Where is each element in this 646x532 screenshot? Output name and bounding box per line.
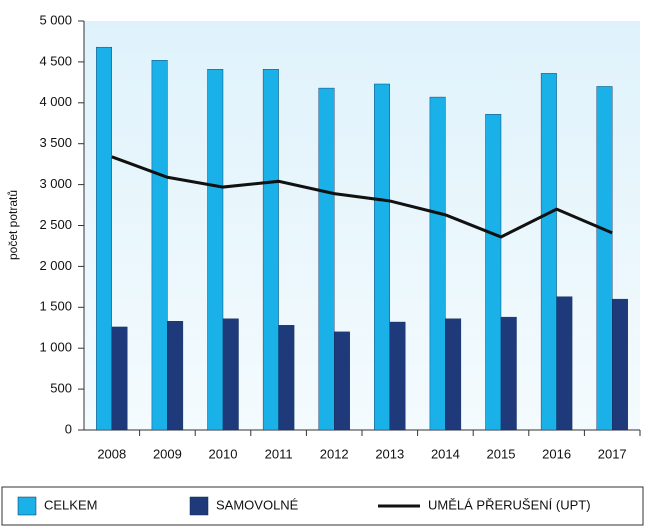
- line: [111, 155, 613, 239]
- bar: [318, 87, 335, 431]
- bar: [111, 326, 128, 431]
- y-tick-label: 4 500: [39, 53, 72, 68]
- y-tick-label: 2 500: [39, 217, 72, 232]
- y-tick-label: 3 500: [39, 135, 72, 150]
- x-tick-label: 2016: [542, 446, 571, 461]
- legend-swatch: [17, 496, 37, 516]
- x-tick-label: 2013: [375, 446, 404, 461]
- y-tick-label: 0: [65, 421, 72, 436]
- bar: [278, 325, 295, 431]
- y-tick-label: 4 000: [39, 94, 72, 109]
- x-tick-label: 2014: [431, 446, 460, 461]
- bar: [485, 114, 502, 431]
- x-tick-label: 2011: [265, 446, 293, 461]
- bar: [96, 46, 113, 431]
- bar: [612, 298, 628, 431]
- legend-label: CELKEM: [44, 497, 97, 512]
- bar: [429, 96, 446, 431]
- bar: [500, 316, 517, 431]
- legend-swatch: [189, 496, 209, 516]
- y-tick-label: 5 000: [39, 12, 72, 27]
- bar: [445, 318, 462, 431]
- bar: [374, 83, 390, 431]
- bar: [389, 321, 406, 431]
- bar: [207, 69, 224, 431]
- x-tick-label: 2015: [487, 446, 516, 461]
- y-tick-label: 3 000: [39, 176, 72, 191]
- y-tick-label: 2 000: [39, 258, 72, 273]
- bar: [151, 60, 168, 431]
- y-tick-label: 500: [50, 381, 72, 396]
- y-axis-label: počet potratů: [6, 190, 20, 260]
- bar: [262, 69, 279, 431]
- x-tick-label: 2010: [209, 446, 238, 461]
- legend-box: [1, 486, 644, 526]
- legend-label: UMĚLÁ PŘERUŠENÍ (UPT): [428, 497, 591, 512]
- y-tick-label: 1 000: [39, 340, 72, 355]
- x-tick-label: 2008: [97, 446, 126, 461]
- x-tick-label: 2009: [153, 446, 182, 461]
- x-tick-label: 2017: [598, 446, 627, 461]
- legend-label: SAMOVOLNÉ: [216, 497, 299, 512]
- y-tick-label: 1 500: [39, 299, 72, 314]
- bar: [222, 318, 239, 431]
- x-tick-label: 2012: [320, 446, 349, 461]
- bar: [334, 331, 350, 431]
- bar: [540, 73, 557, 431]
- bar: [167, 321, 184, 431]
- bar: [596, 86, 613, 431]
- bar: [556, 296, 573, 431]
